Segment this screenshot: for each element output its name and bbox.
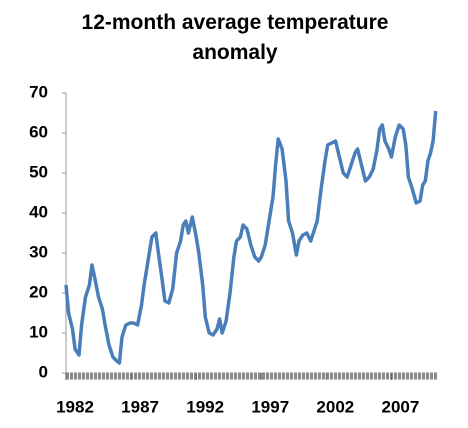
- x-tick-label: 1987: [121, 397, 159, 416]
- y-tick-label: 40: [29, 202, 48, 221]
- y-tick-label: 10: [29, 322, 48, 341]
- x-tick-label: 2007: [382, 397, 420, 416]
- x-tick-label: 1997: [251, 397, 289, 416]
- chart-title: 12-month average temperature anomaly: [81, 11, 389, 64]
- y-tick-label: 30: [29, 242, 48, 261]
- y-tick-label: 70: [29, 82, 48, 101]
- x-tick-label: 1992: [186, 397, 224, 416]
- data-line: [64, 110, 438, 365]
- y-tick-label: 50: [29, 162, 48, 181]
- x-tick-label: 2002: [316, 397, 354, 416]
- y-tick-label: 20: [29, 282, 48, 301]
- y-tick-label: 60: [29, 122, 48, 141]
- x-tick-label: 1982: [56, 397, 94, 416]
- y-tick-label: 0: [39, 362, 48, 381]
